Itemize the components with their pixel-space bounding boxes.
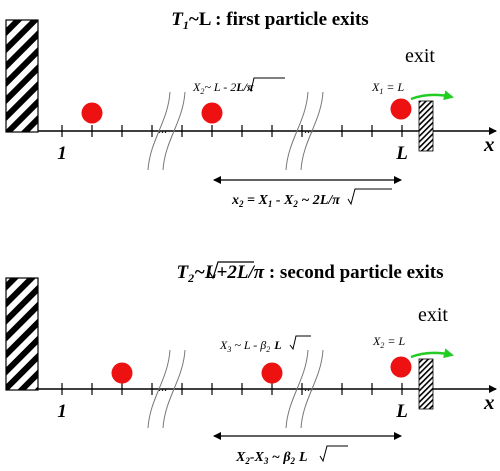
top-tick-label-L: L: [395, 143, 408, 164]
bottom-particle-2: [261, 362, 283, 384]
bottom-label-x3-rest: ~ L - β: [231, 338, 266, 352]
top-label-x1-x: X: [371, 80, 380, 94]
bottom-exit-wall: [418, 358, 434, 410]
bottom-label-x2-rest: = L: [384, 334, 405, 348]
bottom-panel: T2~L+2L/π : second particle exits ... ..…: [5, 261, 497, 466]
top-span-x-sub: 2: [238, 199, 244, 209]
bottom-tick-label-L: L: [395, 401, 408, 422]
top-label-x2: X2~ L - 2L/π: [192, 80, 254, 96]
bottom-title-t: T: [176, 262, 189, 283]
bottom-exit-arrow: [410, 348, 454, 359]
bottom-span-minus: -X: [250, 450, 265, 465]
break-curve: [147, 91, 171, 171]
top-label-x2-x: X: [192, 80, 201, 94]
top-span-sqrt: L/π: [319, 193, 340, 208]
top-label-x2-sqrt: L/π: [235, 80, 254, 94]
break-curve: [300, 91, 324, 171]
bottom-ellipsis-1: ...: [158, 380, 167, 394]
bottom-title-t-sub: 2: [187, 271, 194, 285]
top-panel: T1~L : first particle exits ... ... 1: [5, 9, 497, 209]
top-particle-2: [201, 102, 223, 124]
bottom-left-wall: [5, 277, 39, 391]
bottom-span-x: X: [235, 450, 246, 465]
bottom-label-x3-sub: 3: [226, 345, 231, 354]
bottom-title: T2~L+2L/π : second particle exits: [176, 262, 443, 285]
bottom-title-radical: [208, 261, 254, 280]
top-label-x2-rest: ~ L - 2: [204, 80, 236, 94]
bottom-break-marks: [147, 349, 324, 429]
bottom-label-x3-radical: [289, 335, 311, 351]
top-label-x2-sub: 2: [200, 87, 204, 96]
top-span-label: x2 = X1 - X2 ~ 2L/π: [231, 193, 340, 209]
bottom-axis-label: x: [483, 390, 495, 414]
bottom-particle-1: [111, 362, 133, 384]
break-curve: [300, 349, 324, 429]
bottom-span-approx: ~ β: [268, 450, 291, 465]
break-curve: [285, 349, 309, 429]
top-span-x: x: [231, 193, 239, 208]
bottom-ellipsis-2: ...: [304, 380, 313, 394]
bottom-label-x2: X2 = L: [372, 334, 405, 350]
bottom-span-x-sub: 2: [244, 456, 250, 466]
top-exit-arrow: [410, 90, 454, 101]
top-break-marks: [147, 91, 324, 171]
top-particle-1: [81, 102, 103, 124]
top-ellipsis-1: ...: [158, 122, 167, 136]
bottom-span-beta-sub: 2: [290, 456, 296, 466]
top-span-eq-sub: 1: [268, 199, 273, 209]
top-span-minus: - X: [272, 193, 294, 208]
bottom-particle-3: [390, 356, 412, 378]
top-label-x2-radical: [247, 77, 285, 93]
bottom-label-x2-sub: 2: [380, 341, 384, 350]
top-ticks: [61, 125, 403, 137]
top-tick-label-1: 1: [57, 143, 67, 164]
bottom-span-sqrt: L: [298, 450, 308, 465]
top-exit-wall: [418, 100, 434, 152]
top-title-t: T: [171, 9, 184, 30]
top-label-x1-rest: = L: [383, 80, 404, 94]
top-axis-label: x: [483, 132, 495, 156]
top-label-x1: X1 = L: [371, 80, 404, 96]
bottom-label-x3-beta-sub: 2: [266, 345, 270, 354]
bottom-label-x2-x: X: [372, 334, 381, 348]
bottom-title-sqrt: L/π: [236, 262, 265, 283]
bottom-span-radical: [319, 445, 348, 463]
top-span-minus-sub: 2: [292, 199, 298, 209]
bottom-exit-label: exit: [418, 304, 448, 326]
break-curve: [147, 349, 171, 429]
break-curve: [162, 91, 186, 171]
top-title: T1~L : first particle exits: [171, 9, 368, 32]
bottom-label-x3-sqrt: L: [273, 338, 281, 352]
top-label-x1-sub: 1: [379, 87, 383, 96]
top-exit-label: exit: [405, 45, 435, 67]
break-curve: [162, 349, 186, 429]
bottom-ticks: [61, 383, 403, 395]
bottom-label-x3: X3 ~ L - β2 L: [219, 338, 282, 354]
top-title-t-sub: 1: [183, 18, 189, 32]
top-left-wall: [5, 19, 39, 133]
top-particle-3: [390, 98, 412, 120]
bottom-tick-label-1: 1: [57, 401, 67, 422]
top-span-eq: = X: [244, 193, 269, 208]
bottom-label-x3-x: X: [219, 338, 228, 352]
top-ellipsis-2: ...: [304, 122, 313, 136]
bottom-title-rest: : second particle exits: [264, 262, 443, 283]
top-span-approx: ~ 2: [298, 193, 320, 208]
top-span-radical: [347, 188, 392, 206]
top-title-rest: ~L : first particle exits: [189, 9, 369, 30]
bottom-span-minus-sub: 3: [263, 456, 269, 466]
bottom-title-formula: ~L+2: [194, 262, 237, 283]
bottom-span-label: X2-X3 ~ β2 L: [235, 450, 308, 466]
break-curve: [285, 91, 309, 171]
